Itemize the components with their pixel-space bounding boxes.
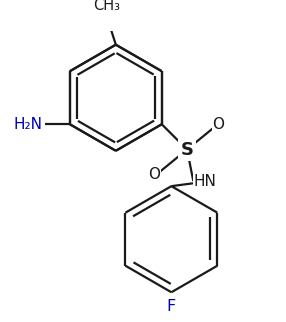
Text: O: O bbox=[148, 167, 160, 182]
Text: CH₃: CH₃ bbox=[94, 0, 120, 13]
Text: F: F bbox=[167, 298, 176, 314]
Text: O: O bbox=[212, 117, 225, 132]
Text: H₂N: H₂N bbox=[13, 117, 42, 132]
Text: HN: HN bbox=[193, 174, 216, 189]
Text: S: S bbox=[180, 140, 194, 158]
